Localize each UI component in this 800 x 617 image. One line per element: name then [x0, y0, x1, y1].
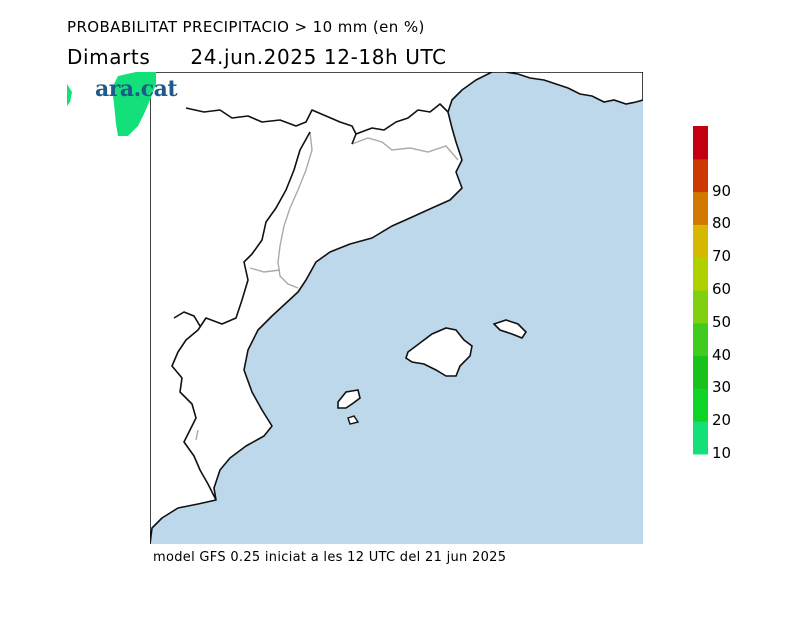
land-north-east	[492, 72, 643, 105]
colorbar-segment	[693, 322, 708, 357]
colorbar-label: 20	[712, 411, 732, 429]
colorbar-segment	[693, 355, 708, 389]
island-mallorca	[405, 327, 473, 377]
colorbar-label: 80	[712, 214, 732, 232]
colorbar-label: 40	[712, 346, 732, 364]
colorbar-label: 10	[712, 444, 732, 462]
colorbar-segment	[693, 257, 708, 291]
land-area	[150, 72, 493, 544]
island-ibiza	[337, 389, 361, 409]
colorbar-segment	[693, 388, 708, 422]
forecast-day: Dimarts	[67, 45, 151, 69]
colorbar	[693, 126, 708, 455]
map-title: PROBABILITAT PRECIPITACIO > 10 mm (en %)	[67, 18, 425, 36]
colorbar-label: 70	[712, 247, 732, 265]
colorbar-segment	[693, 158, 708, 193]
colorbar-label: 90	[712, 182, 732, 200]
precip-area-10	[112, 72, 156, 136]
model-info: model GFS 0.25 iniciat a les 12 UTC del …	[153, 550, 507, 565]
ara-cat-logo[interactable]: ara.cat	[95, 76, 178, 102]
colorbar-label: 60	[712, 280, 732, 298]
island-formentera	[347, 415, 360, 425]
country-borders	[171, 103, 449, 501]
precip-area-10-edge	[67, 84, 72, 106]
colorbar-segment	[693, 224, 708, 258]
island-menorca	[492, 319, 528, 339]
colorbar-segment	[693, 421, 708, 455]
region-borders	[195, 131, 459, 441]
colorbar-segment	[693, 191, 708, 225]
colorbar-label: 50	[712, 313, 732, 331]
colorbar-label: 30	[712, 378, 732, 396]
colorbar-segment	[693, 126, 708, 160]
colorbar-segment	[693, 290, 708, 324]
map-subtitle: Dimarts 24.jun.2025 12-18h UTC	[67, 45, 447, 69]
forecast-datetime: 24.jun.2025 12-18h UTC	[190, 45, 447, 69]
